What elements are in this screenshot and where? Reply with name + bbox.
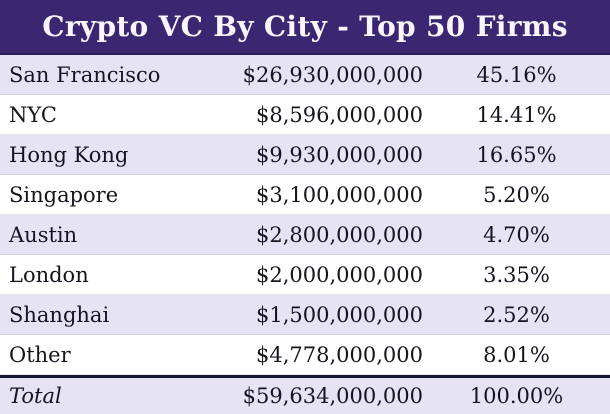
total-row: Total $59,634,000,000 100.00%	[0, 375, 610, 414]
table-row: Other $4,778,000,000 8.01%	[0, 335, 610, 375]
table-title-banner: Crypto VC By City - Top 50 Firms	[0, 0, 610, 55]
page-title: Crypto VC By City - Top 50 Firms	[42, 10, 568, 43]
percent-cell: 8.01%	[483, 342, 550, 367]
total-label-cell: Total	[9, 384, 62, 408]
amount-cell: $1,500,000,000	[256, 302, 423, 327]
amount-cell: $4,778,000,000	[256, 342, 423, 367]
city-cell: Shanghai	[9, 302, 110, 327]
table-row: Shanghai $1,500,000,000 2.52%	[0, 295, 610, 335]
table-row: Austin $2,800,000,000 4.70%	[0, 215, 610, 255]
percent-cell: 16.65%	[476, 142, 557, 167]
city-cell: San Francisco	[9, 62, 161, 87]
table-row: NYC $8,596,000,000 14.41%	[0, 95, 610, 135]
city-cell: Austin	[9, 222, 78, 247]
city-cell: Other	[9, 342, 71, 367]
percent-cell: 45.16%	[476, 62, 557, 87]
amount-cell: $26,930,000,000	[242, 62, 423, 87]
percent-cell: 5.20%	[483, 182, 550, 207]
table-row: London $2,000,000,000 3.35%	[0, 255, 610, 295]
percent-cell: 3.35%	[483, 262, 550, 287]
percent-cell: 4.70%	[483, 222, 550, 247]
amount-cell: $2,800,000,000	[256, 222, 423, 247]
amount-cell: $2,000,000,000	[256, 262, 423, 287]
amount-cell: $3,100,000,000	[256, 182, 423, 207]
table-row: San Francisco $26,930,000,000 45.16%	[0, 55, 610, 95]
table-row: Hong Kong $9,930,000,000 16.65%	[0, 135, 610, 175]
table-row: Singapore $3,100,000,000 5.20%	[0, 175, 610, 215]
amount-cell: $9,930,000,000	[256, 142, 423, 167]
city-cell: Singapore	[9, 182, 119, 207]
city-cell: Hong Kong	[9, 142, 129, 167]
city-cell: NYC	[9, 102, 57, 127]
city-cell: London	[9, 262, 89, 287]
amount-cell: $8,596,000,000	[256, 102, 423, 127]
percent-cell: 14.41%	[476, 102, 557, 127]
total-percent-cell: 100.00%	[469, 384, 564, 408]
total-amount-cell: $59,634,000,000	[242, 384, 423, 408]
crypto-vc-table: San Francisco $26,930,000,000 45.16% NYC…	[0, 55, 610, 414]
percent-cell: 2.52%	[483, 302, 550, 327]
